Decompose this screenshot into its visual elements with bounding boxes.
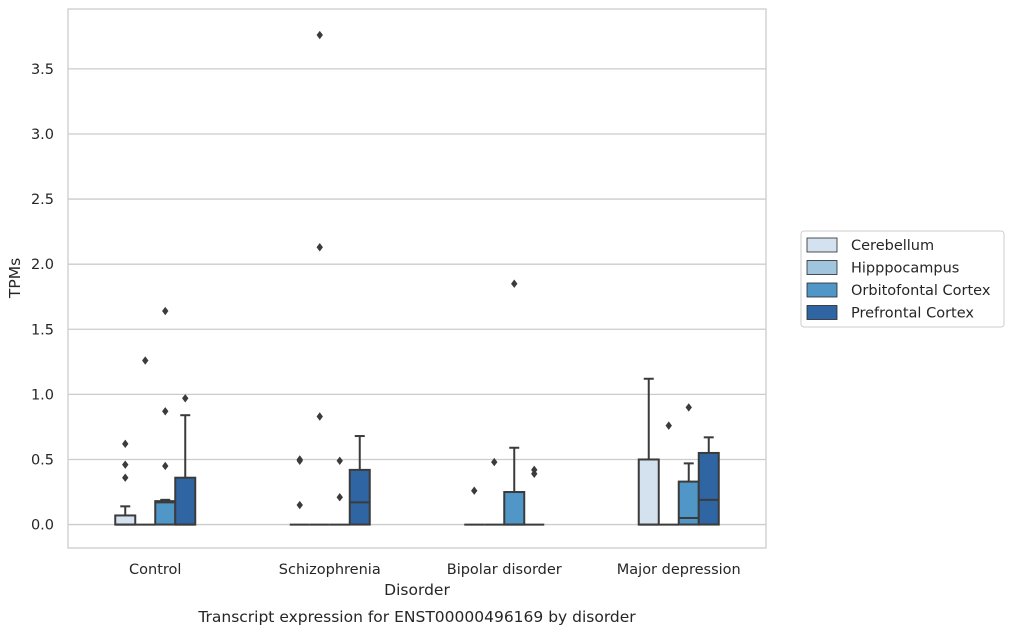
outlier-3-2-1 xyxy=(531,469,538,478)
outlier-2-0-0 xyxy=(162,461,169,471)
gridlines xyxy=(68,68,766,526)
outlier-1-2-0 xyxy=(491,457,498,467)
outlier-2-3-0 xyxy=(685,403,692,412)
outlier-2-0-2 xyxy=(162,306,169,316)
y-tick-label-1: 0.5 xyxy=(31,452,54,468)
box-2-2 xyxy=(503,446,526,526)
box-series xyxy=(114,377,720,526)
box-rect xyxy=(174,476,197,526)
outlier-2-2-0 xyxy=(511,279,518,288)
y-tick-label-2: 1.0 xyxy=(31,387,54,403)
outlier-points xyxy=(122,30,692,510)
legend-label-1: Hipppocampus xyxy=(851,261,959,277)
legend-swatch-3 xyxy=(806,305,838,320)
outlier-1-1-0 xyxy=(316,412,323,421)
x-tick-labels: Control Schizophrenia Bipolar disorder Majo… xyxy=(129,562,741,578)
outlier-2-1-1 xyxy=(336,493,343,502)
outlier-0-0-0 xyxy=(122,439,129,449)
outlier-1-1-1 xyxy=(316,243,323,252)
box-0-3 xyxy=(637,377,660,526)
plot-area-frame xyxy=(67,8,767,549)
box-rect xyxy=(503,491,526,526)
legend-swatch-1 xyxy=(806,260,838,275)
box-rect xyxy=(154,500,177,526)
box-3-0 xyxy=(174,414,197,526)
legend-swatch-2 xyxy=(806,282,838,298)
y-tick-label-0: 0.0 xyxy=(31,518,54,534)
x-tick-label-2: Bipolar disorder xyxy=(447,562,562,578)
outlier-1-1-2 xyxy=(316,30,323,40)
box-rect xyxy=(637,458,660,526)
box-3-3 xyxy=(697,436,720,526)
x-tick-label-0: Control xyxy=(129,562,181,578)
outlier-3-0-0 xyxy=(182,394,189,403)
legend-frame xyxy=(800,230,1005,328)
y-axis-label: TPMs xyxy=(6,258,24,299)
outlier-2-1-0 xyxy=(336,456,343,465)
y-tick-label-3: 1.5 xyxy=(31,322,54,338)
y-tick-label-6: 3.0 xyxy=(31,127,54,143)
x-tick-label-3: Major depression xyxy=(617,562,741,578)
y-tick-labels: 0.0 0.5 1.0 1.5 2.0 2.5 3.0 3.5 xyxy=(31,62,54,534)
y-tick-label-4: 2.0 xyxy=(31,257,54,273)
box-rect xyxy=(697,451,720,526)
outlier-0-0-2 xyxy=(122,473,129,482)
box-rect xyxy=(348,468,371,526)
outlier-0-1-1 xyxy=(296,456,303,465)
box-2-0 xyxy=(154,498,177,526)
legend-label-0: Cerebellum xyxy=(851,238,934,254)
y-tick-label-5: 2.5 xyxy=(31,192,54,208)
outlier-0-1-2 xyxy=(296,500,303,510)
legend-label-3: Prefrontal Cortex xyxy=(851,306,974,322)
box-rect xyxy=(114,514,137,526)
y-tick-label-7: 3.5 xyxy=(31,62,54,78)
chart-caption: Transcript expression for ENST0000049616… xyxy=(197,608,636,626)
box-3-1 xyxy=(348,435,371,526)
legend: Cerebellum Hipppocampus Orbitofontal Corte… xyxy=(800,230,1005,328)
outlier-1-0-0 xyxy=(142,356,149,365)
box-0-0 xyxy=(114,505,137,526)
legend-label-2: Orbitofontal Cortex xyxy=(851,283,991,299)
box-2-3 xyxy=(677,462,700,526)
x-axis-label: Disorder xyxy=(384,581,450,599)
outlier-0-2-0 xyxy=(471,486,478,495)
x-tick-label-1: Schizophrenia xyxy=(279,562,381,578)
outlier-0-0-1 xyxy=(122,460,129,469)
outlier-2-0-1 xyxy=(162,407,169,416)
outlier-1-3-0 xyxy=(665,421,672,430)
legend-swatch-0 xyxy=(806,237,838,253)
